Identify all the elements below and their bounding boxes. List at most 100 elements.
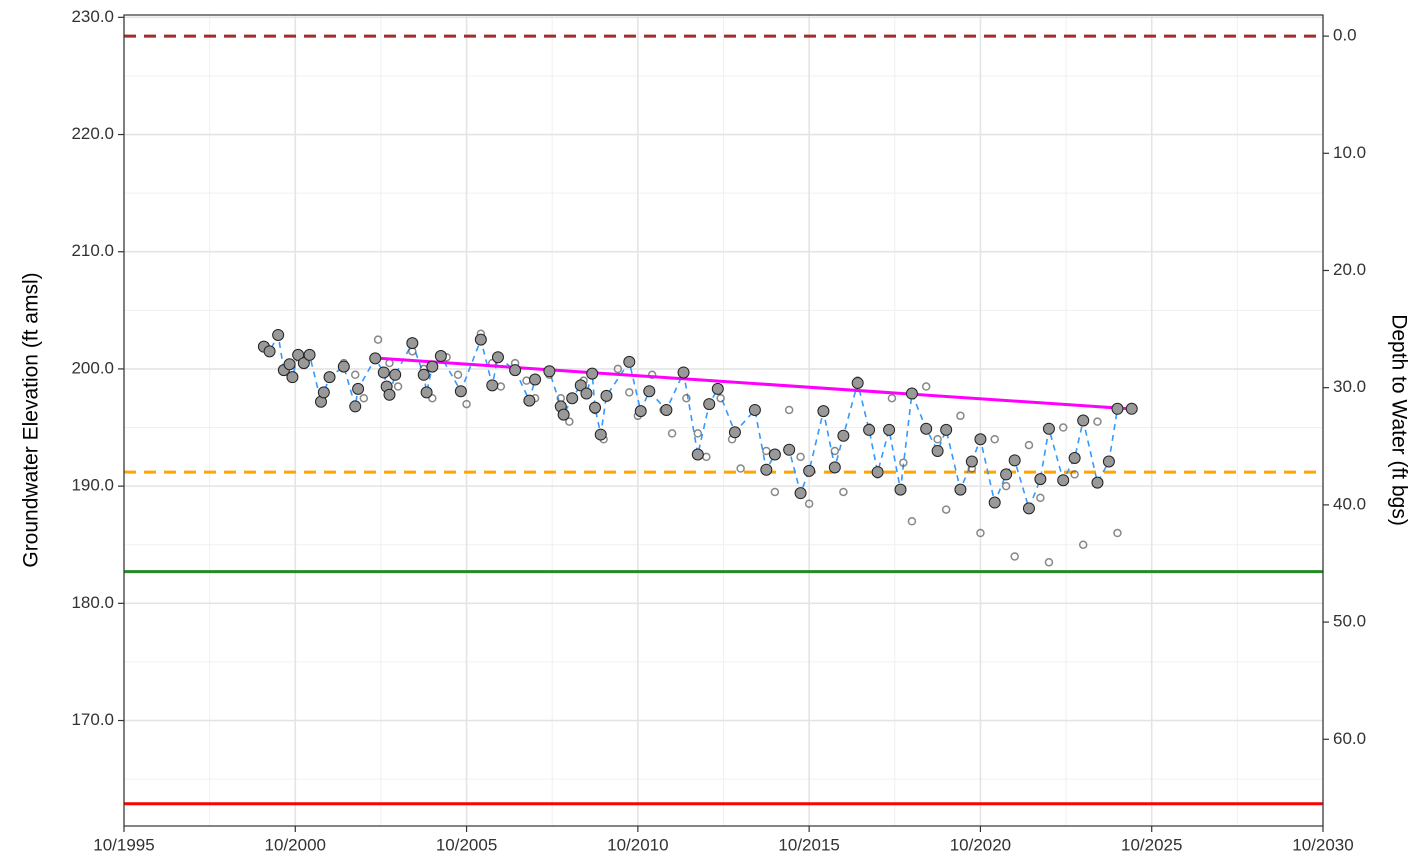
manual-point [263, 345, 276, 358]
x-tick-label: 10/2010 [607, 835, 668, 854]
y2-tick-label: 20.0 [1333, 260, 1366, 279]
manual-point [851, 376, 864, 389]
manual-point [634, 405, 647, 418]
y2-tick-label: 10.0 [1333, 143, 1366, 162]
manual-point [837, 429, 850, 442]
transducer-point [1058, 423, 1068, 432]
manual-point [426, 360, 439, 373]
y2-tick-label: 50.0 [1333, 612, 1366, 631]
manual-point [1111, 402, 1124, 415]
transducer-point [1044, 558, 1054, 567]
transducer-point [887, 393, 897, 403]
y2-tick-label: 40.0 [1333, 494, 1366, 513]
manual-point [883, 423, 896, 436]
manual-point [317, 386, 330, 399]
transducer-point [770, 487, 780, 497]
manual-point [523, 394, 536, 407]
x-tick-label: 10/1995 [93, 835, 154, 854]
transducer-point [990, 435, 999, 444]
transducer-point [736, 464, 745, 473]
manual-point [406, 337, 419, 350]
y2-tick-label: 60.0 [1333, 729, 1366, 748]
manual-point [940, 423, 953, 436]
manual-point [760, 463, 773, 476]
transducer-point [941, 505, 951, 514]
manual-point [623, 355, 636, 368]
manual-point [660, 403, 673, 416]
manual-point [283, 358, 296, 371]
manual-point [474, 333, 487, 346]
panel-border [123, 14, 1324, 827]
transducer-point [976, 528, 985, 538]
manual-point [817, 405, 830, 418]
trend-line [380, 356, 1129, 411]
manual-point [974, 433, 987, 446]
manual-point [954, 483, 967, 496]
manual-point [677, 366, 690, 379]
manual-point [920, 422, 933, 435]
transducer-point [804, 499, 814, 508]
manual-point [529, 373, 542, 386]
transducer-point [647, 370, 657, 380]
manual-point [965, 455, 978, 468]
manual-point [711, 382, 724, 395]
transducer-point [907, 517, 917, 526]
x-tick-label: 10/2015 [778, 835, 839, 854]
transducer-point [359, 393, 369, 403]
y-tick-label: 200.0 [71, 358, 114, 377]
manual-point [1102, 455, 1115, 468]
transducer-point [921, 382, 931, 391]
y-tick-label: 220.0 [71, 124, 114, 143]
x-tick-label: 10/2030 [1292, 835, 1353, 854]
manual-point [1091, 476, 1104, 489]
x-tick-label: 10/2000 [265, 835, 326, 854]
y-tick-label: 230.0 [71, 7, 114, 26]
manual-point [434, 350, 447, 363]
manual-point [1034, 473, 1047, 486]
manual-point [383, 388, 396, 401]
manual-point [574, 379, 587, 392]
manual-point [389, 368, 402, 381]
manual-point [557, 408, 570, 421]
manual-point [454, 385, 467, 398]
y2-tick-label: 0.0 [1333, 26, 1357, 45]
transducer-point [830, 446, 840, 456]
manual-point [323, 371, 336, 384]
manual-point [491, 351, 504, 364]
x-tick-label: 10/2025 [1121, 835, 1182, 854]
transducer-point [373, 335, 383, 344]
y-tick-label: 210.0 [71, 241, 114, 260]
manual-point [691, 448, 704, 461]
transducer-point [1113, 528, 1122, 538]
manual-point [349, 400, 362, 413]
manual-point [1125, 402, 1138, 415]
transducer-point [956, 411, 965, 421]
transducer-point [1024, 440, 1034, 450]
manual-point [286, 371, 299, 384]
y-axis-label: Groundwater Elevation (ft amsl) [20, 272, 43, 567]
manual-point [1022, 502, 1035, 515]
manual-point [1000, 468, 1013, 481]
manual-point [768, 448, 781, 461]
manual-point [894, 483, 907, 496]
manual-point [863, 423, 876, 436]
manual-point [417, 368, 430, 381]
manual-point [783, 443, 796, 456]
y-tick-label: 190.0 [71, 476, 114, 495]
manual-point [352, 382, 365, 395]
manual-point [905, 387, 918, 400]
transducer-point [899, 458, 908, 467]
transducer-point [565, 417, 574, 426]
manual-point [703, 398, 716, 411]
transducer-point [1036, 493, 1045, 503]
y2-axis-label: Depth to Water (ft bgs) [1387, 314, 1410, 526]
transducer-point [667, 429, 677, 438]
transducer-point [693, 429, 703, 438]
manual-point [988, 496, 1001, 509]
manual-point [586, 367, 599, 380]
manual-point [272, 328, 285, 341]
manual-point [728, 426, 741, 439]
manual-point [1077, 414, 1090, 427]
